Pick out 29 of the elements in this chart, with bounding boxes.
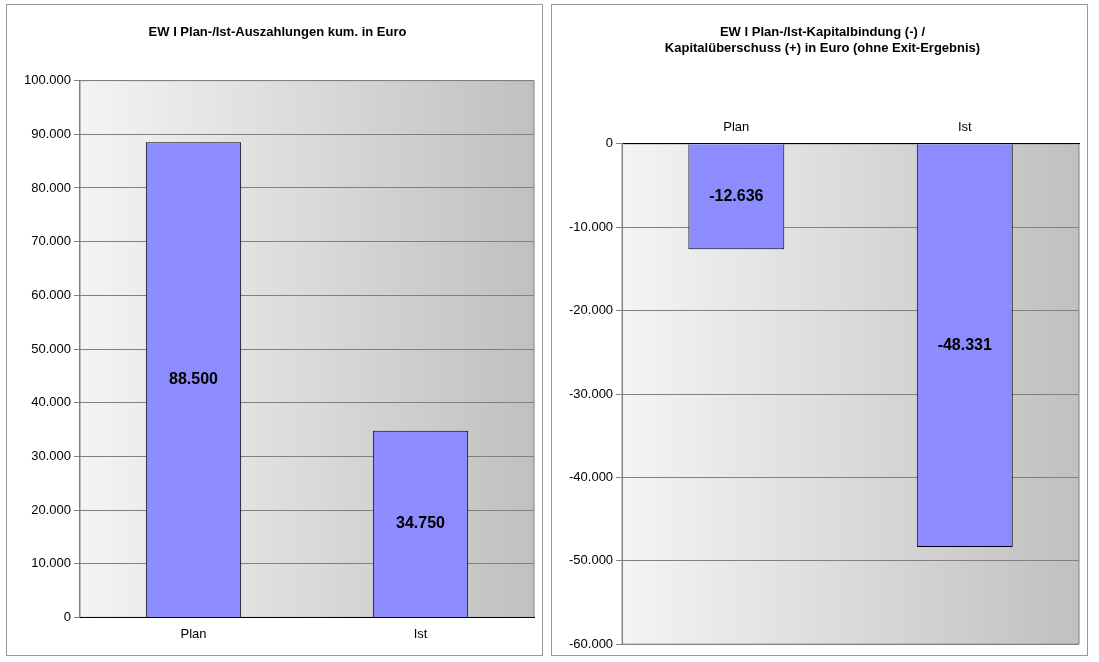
text: Kapitalüberschuss (+) in Euro (ohne Exit-Ergebnis) (664, 39, 981, 55)
y-tick-label: 40.000 (31, 394, 71, 410)
data-label: -12.636 (709, 187, 764, 205)
chart-title: EW I Plan-/Ist-Auszahlungen kum. in Euro (148, 24, 407, 40)
data-label: 88.500 (169, 370, 219, 388)
y-tick-label: 30.000 (31, 447, 71, 463)
x-tick-label: Plan (180, 625, 207, 641)
y-tick-label: 50.000 (31, 340, 71, 356)
x-tick-label: Ist (413, 625, 428, 641)
y-tick-label: -40.000 (569, 468, 614, 484)
y-tick-label: 70.000 (31, 233, 71, 249)
y-tick-label: -60.000 (569, 635, 614, 651)
y-tick-label: -50.000 (569, 552, 614, 568)
text: EW I Plan-/Ist-Kapitalbindung (-) / (719, 24, 926, 40)
data-label: -48.331 (937, 336, 993, 353)
y-tick-label: -20.000 (569, 302, 614, 318)
x-tick-label: Ist (957, 118, 973, 134)
y-tick-label: 60.000 (31, 286, 71, 302)
data-label: 34.750 (396, 514, 446, 532)
y-tick-label: 90.000 (31, 125, 71, 141)
y-tick-label: -10.000 (569, 218, 614, 234)
y-tick-label: 10.000 (31, 555, 71, 571)
y-tick-label: 100.000 (23, 72, 71, 88)
x-tick-label: Plan (723, 118, 750, 134)
y-tick-label: 80.000 (31, 179, 71, 195)
y-tick-label: 0 (605, 135, 614, 151)
y-tick-label: 0 (63, 608, 71, 624)
y-tick-label: -30.000 (569, 385, 614, 401)
y-tick-label: 20.000 (31, 501, 71, 517)
